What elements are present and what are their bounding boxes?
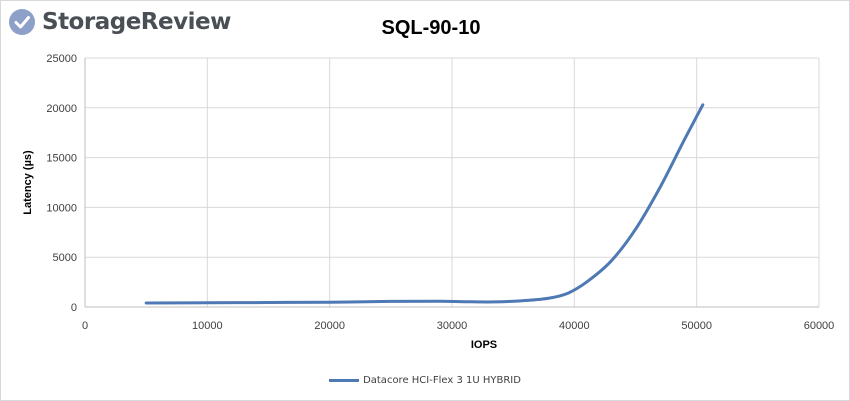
brand-name: StorageReview xyxy=(42,9,231,35)
chart-title: SQL-90-10 xyxy=(381,17,481,39)
x-tick-label: 60000 xyxy=(804,320,835,332)
y-axis-title: Latency (µs) xyxy=(22,150,34,215)
x-tick-label: 50000 xyxy=(681,320,712,332)
legend-swatch xyxy=(329,379,360,382)
x-tick-label: 30000 xyxy=(437,320,468,332)
legend-label: Datacore HCI-Flex 3 1U HYBRID xyxy=(363,375,521,386)
y-tick-label: 5000 xyxy=(53,252,77,264)
x-tick-label: 0 xyxy=(82,320,88,332)
x-axis-title: IOPS xyxy=(471,339,497,351)
brand-logo: StorageReview xyxy=(7,7,231,37)
y-tick-label: 20000 xyxy=(46,103,77,115)
y-tick-label: 10000 xyxy=(46,202,77,214)
y-tick-label: 25000 xyxy=(46,53,77,65)
storagereview-logo-icon xyxy=(9,9,35,35)
y-tick-label: 15000 xyxy=(46,153,77,165)
series-line-0 xyxy=(144,103,705,305)
x-tick-label: 10000 xyxy=(192,320,223,332)
x-tick-label: 20000 xyxy=(314,320,345,332)
legend: Datacore HCI-Flex 3 1U HYBRID xyxy=(1,375,849,386)
x-tick-label: 40000 xyxy=(559,320,590,332)
y-tick-label: 0 xyxy=(71,302,77,314)
